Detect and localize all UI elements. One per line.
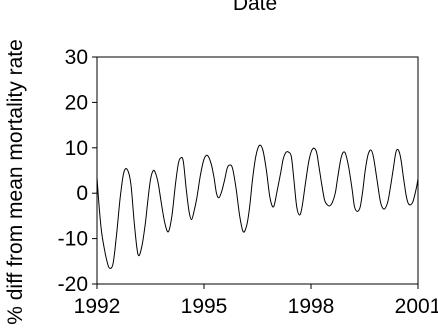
y-tick-label: 30 [65, 46, 88, 69]
x-tick-label: 1998 [288, 295, 335, 318]
y-axis-title: % diff from mean mortality rate [4, 39, 27, 325]
axis-ticks: -20 -10 0 10 20 30 1992 1995 1998 2001 [58, 46, 438, 318]
y-tick-label: -20 [58, 273, 88, 296]
x-tick-label: 2001 [395, 295, 438, 318]
y-tick-label: 20 [65, 91, 88, 114]
x-tick-label: 1995 [181, 295, 228, 318]
plot-frame [96, 56, 419, 285]
y-tick-label: 0 [76, 182, 88, 205]
x-tick-label: 1992 [74, 295, 121, 318]
y-tick-label: -10 [58, 228, 88, 251]
axes [96, 56, 419, 285]
series-line [96, 144, 419, 269]
chart-title: Date [233, 0, 277, 15]
y-tick-label: 10 [65, 137, 88, 160]
series-layer [96, 144, 419, 269]
